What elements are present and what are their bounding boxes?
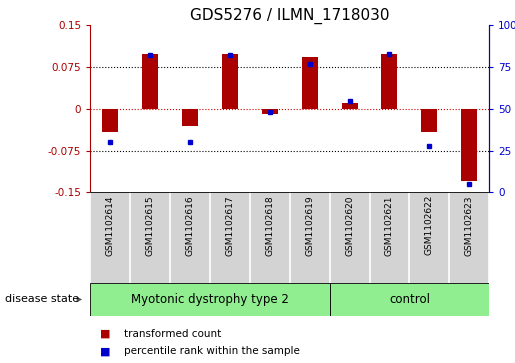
Text: GSM1102621: GSM1102621 [385, 195, 394, 256]
Text: GSM1102622: GSM1102622 [425, 195, 434, 256]
Bar [341, 103, 357, 109]
Bar [90, 283, 330, 316]
Bar [222, 54, 238, 109]
Bar [302, 57, 318, 109]
Text: control: control [389, 293, 430, 306]
Bar [262, 109, 278, 114]
Bar [461, 109, 477, 181]
Text: ■: ■ [100, 329, 111, 339]
Text: GSM1102620: GSM1102620 [345, 195, 354, 256]
Text: GSM1102623: GSM1102623 [465, 195, 474, 256]
Text: ■: ■ [100, 346, 111, 356]
Text: transformed count: transformed count [124, 329, 221, 339]
Text: GSM1102614: GSM1102614 [106, 195, 114, 256]
Bar [421, 109, 437, 132]
Bar [102, 109, 118, 132]
Text: GSM1102616: GSM1102616 [185, 195, 194, 256]
Text: GSM1102615: GSM1102615 [146, 195, 154, 256]
Bar [382, 54, 398, 109]
Title: GDS5276 / ILMN_1718030: GDS5276 / ILMN_1718030 [190, 8, 389, 24]
Text: GSM1102617: GSM1102617 [226, 195, 234, 256]
Bar [182, 109, 198, 126]
Bar [330, 283, 489, 316]
Text: percentile rank within the sample: percentile rank within the sample [124, 346, 300, 356]
Text: Myotonic dystrophy type 2: Myotonic dystrophy type 2 [131, 293, 289, 306]
Bar [142, 54, 158, 109]
Text: disease state: disease state [5, 294, 79, 305]
Text: GSM1102618: GSM1102618 [265, 195, 274, 256]
Text: GSM1102619: GSM1102619 [305, 195, 314, 256]
